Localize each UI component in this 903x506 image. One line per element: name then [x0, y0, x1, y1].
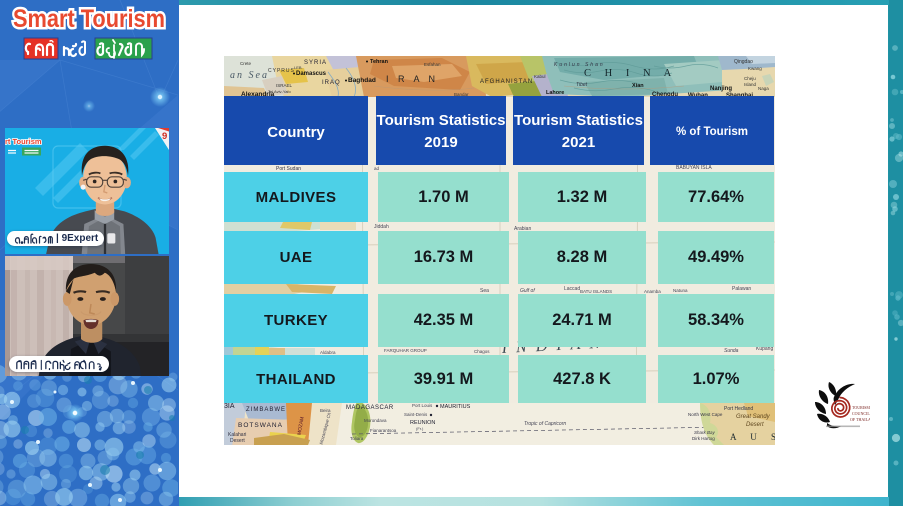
- svg-text:Esfahan: Esfahan: [424, 62, 441, 67]
- svg-text:an Sea: an Sea: [230, 70, 269, 81]
- svg-text:Morondava: Morondava: [364, 418, 387, 423]
- svg-text:Tibet: Tibet: [576, 82, 588, 88]
- svg-text:SYRIA: SYRIA: [304, 60, 327, 66]
- svg-text:Chagos: Chagos: [474, 349, 490, 354]
- svg-text:Desert: Desert: [746, 422, 764, 428]
- svg-text:Tehran: Tehran: [370, 59, 389, 65]
- svg-text:Laccad: Laccad: [564, 286, 580, 292]
- svg-text:Sunda: Sunda: [724, 348, 739, 354]
- svg-text:(Fr.): (Fr.): [416, 426, 424, 431]
- svg-text:Bandar: Bandar: [454, 92, 469, 97]
- svg-text:Tel Aviv-Yafo: Tel Aviv-Yafo: [268, 89, 292, 94]
- svg-text:Anamba: Anamba: [644, 289, 661, 294]
- svg-text:BOTSWANA: BOTSWANA: [238, 422, 283, 429]
- svg-text:Saint-Denis: Saint-Denis: [404, 412, 428, 417]
- svg-text:Cheju: Cheju: [744, 76, 756, 81]
- svg-text:Palawan: Palawan: [732, 286, 751, 292]
- svg-text:AFGHANISTAN: AFGHANISTAN: [480, 79, 533, 85]
- svg-text:Port Sudan: Port Sudan: [276, 166, 301, 172]
- svg-text:Desert: Desert: [230, 438, 245, 444]
- svg-text:TOURISM: TOURISM: [852, 405, 870, 410]
- svg-text:Toliara: Toliara: [350, 436, 364, 441]
- svg-text:Sea: Sea: [480, 288, 489, 294]
- svg-text:C H I N A: C H I N A: [584, 68, 677, 79]
- svg-text:REUNION: REUNION: [410, 420, 435, 426]
- svg-text:ad: ad: [374, 166, 380, 171]
- svg-text:Kupang: Kupang: [756, 346, 773, 352]
- svg-text:Kwang: Kwang: [748, 66, 762, 71]
- svg-text:Lahore: Lahore: [546, 90, 564, 96]
- svg-text:Kalahari: Kalahari: [228, 432, 246, 438]
- svg-text:North West Cape: North West Cape: [688, 412, 723, 417]
- svg-text:Port Louis: Port Louis: [412, 403, 433, 408]
- svg-text:Smart Tourism: Smart Tourism: [13, 5, 165, 33]
- svg-text:Kabul: Kabul: [534, 74, 546, 79]
- svg-text:CYPRUS: CYPRUS: [268, 68, 295, 74]
- svg-text:Gulf of: Gulf of: [520, 288, 535, 294]
- svg-text:3IA: 3IA: [224, 403, 235, 410]
- svg-text:Nanjing: Nanjing: [710, 86, 732, 92]
- svg-text:MOZAM: MOZAM: [297, 416, 306, 435]
- svg-text:ISRAEL: ISRAEL: [276, 83, 293, 88]
- svg-text:Qingdao: Qingdao: [734, 59, 753, 65]
- svg-text:Fianarantsoa: Fianarantsoa: [370, 428, 397, 433]
- svg-text:Naga: Naga: [758, 86, 769, 91]
- svg-text:COUNCIL: COUNCIL: [852, 411, 870, 416]
- svg-text:Chengdu: Chengdu: [652, 92, 678, 98]
- svg-text:BABUYAN ISLA: BABUYAN ISLA: [676, 165, 712, 171]
- svg-text:Alexandria: Alexandria: [241, 91, 275, 98]
- svg-text:A U S: A U S: [730, 432, 775, 442]
- svg-text:OF THAILAND: OF THAILAND: [850, 417, 870, 422]
- svg-text:Beira: Beira: [320, 408, 331, 413]
- svg-text:9: 9: [162, 131, 167, 142]
- svg-text:ZIMBABWE: ZIMBABWE: [246, 407, 286, 413]
- svg-text:Aldabra: Aldabra: [320, 350, 336, 355]
- svg-text:MAURITIUS: MAURITIUS: [440, 404, 471, 410]
- svg-text:Kunlun Shan: Kunlun Shan: [554, 62, 605, 68]
- svg-text:Island: Island: [744, 82, 757, 87]
- svg-text:LEB.: LEB.: [294, 65, 303, 70]
- svg-text:Damascus: Damascus: [296, 71, 327, 77]
- svg-text:I R A N: I R A N: [386, 74, 439, 84]
- svg-text:rt Tourism: rt Tourism: [5, 137, 42, 146]
- svg-text:Xian: Xian: [632, 83, 644, 89]
- svg-text:Crete: Crete: [240, 61, 252, 66]
- svg-text:Jiddah: Jiddah: [374, 224, 389, 230]
- svg-text:Arabian: Arabian: [514, 226, 531, 232]
- svg-text:Baghdad: Baghdad: [348, 77, 376, 84]
- svg-text:IRAQ: IRAQ: [322, 80, 341, 86]
- svg-text:Dirk Hartog: Dirk Hartog: [692, 436, 715, 441]
- svg-text:Shark Bay: Shark Bay: [694, 430, 716, 435]
- svg-text:Tropic of Capricorn: Tropic of Capricorn: [524, 421, 566, 427]
- svg-text:MADAGASCAR: MADAGASCAR: [346, 405, 394, 411]
- svg-text:Port Hedland: Port Hedland: [724, 406, 753, 412]
- svg-text:Great Sandy: Great Sandy: [736, 414, 771, 420]
- svg-text:Natuna: Natuna: [673, 288, 688, 293]
- svg-text:FARQUHAR GROUP: FARQUHAR GROUP: [384, 348, 427, 353]
- svg-text:BATU ISLANDS: BATU ISLANDS: [580, 289, 612, 294]
